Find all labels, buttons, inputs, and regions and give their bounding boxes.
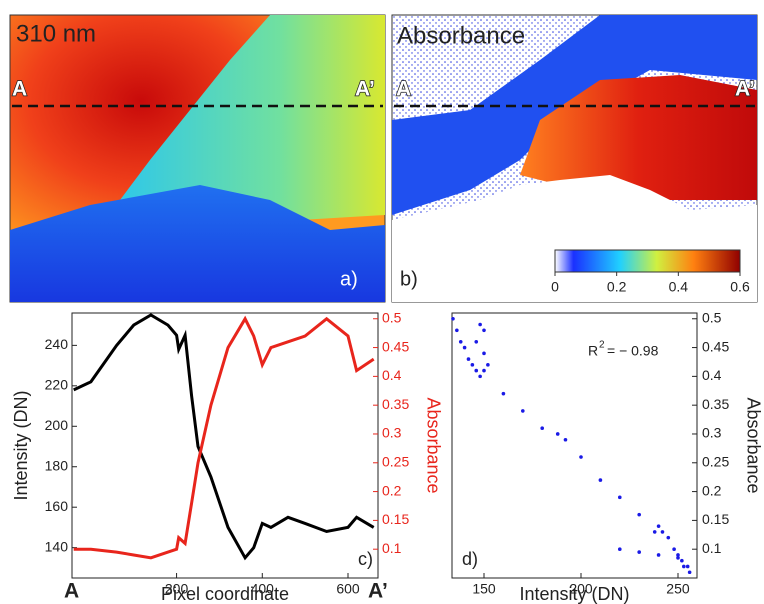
point — [466, 357, 471, 361]
point — [540, 426, 545, 431]
panel-label: b) — [400, 268, 418, 290]
colorbar-tick-label: 0.6 — [730, 279, 750, 295]
x-tick-label: 600 — [336, 581, 360, 597]
point — [482, 351, 486, 356]
x-tick-label: 200 — [569, 581, 593, 597]
x-tick-label: 250 — [666, 581, 690, 597]
y2-axis-label: Absorbance — [423, 397, 443, 493]
x-tick-label: 400 — [251, 581, 275, 597]
end-label: A’ — [735, 78, 755, 101]
plot-frame — [71, 312, 379, 579]
point — [682, 564, 686, 569]
point — [563, 437, 568, 442]
y2-tick-label: 0.45 — [382, 338, 409, 354]
point — [676, 556, 680, 560]
point — [470, 363, 475, 367]
point — [660, 530, 665, 534]
x-axis-label: Intensity (DN) — [519, 584, 629, 604]
y-tick-label: 160 — [45, 498, 69, 514]
point — [474, 368, 479, 373]
x-axis-label: Pixel coordinate — [161, 584, 289, 604]
plot-frame — [451, 312, 698, 579]
data-line — [73, 313, 375, 561]
y-tick-label: 0.45 — [702, 338, 729, 354]
point — [478, 374, 482, 379]
point — [676, 553, 680, 557]
point — [656, 524, 661, 528]
point — [637, 512, 641, 517]
panel-a-image — [9, 14, 386, 303]
y-tick-label: 0.2 — [702, 482, 722, 498]
point — [455, 328, 459, 333]
image-title: Absorbance — [397, 22, 525, 49]
y-tick-label: 0.1 — [702, 540, 722, 556]
end-label: A’ — [368, 580, 388, 603]
y-tick-label: 0.3 — [702, 425, 722, 441]
point — [474, 340, 479, 344]
point — [672, 547, 676, 551]
point — [666, 535, 671, 540]
y2-tick-label: 0.4 — [382, 367, 402, 383]
y-tick-label: 140 — [45, 538, 69, 554]
y-tick-label: 180 — [45, 457, 69, 473]
annotation-sup: 2 — [599, 340, 605, 351]
point — [652, 530, 657, 534]
point — [637, 550, 641, 554]
point — [656, 553, 661, 557]
point — [482, 368, 486, 373]
colorbar — [554, 249, 741, 273]
y2-tick-label: 0.3 — [382, 425, 402, 441]
point — [521, 409, 525, 413]
point — [579, 455, 583, 459]
y-axis-label: Intensity (DN) — [11, 390, 31, 500]
y-tick-label: 240 — [45, 336, 69, 352]
y-tick-label: 0.5 — [702, 309, 722, 325]
y2-tick-label: 0.5 — [382, 309, 402, 325]
colorbar-tick-label: 0.4 — [669, 279, 689, 295]
y-tick-label: 220 — [45, 377, 69, 393]
point — [598, 478, 603, 482]
x-tick-label: 150 — [472, 581, 496, 597]
point — [685, 564, 690, 569]
y2-tick-label: 0.15 — [382, 511, 409, 527]
point — [478, 322, 482, 327]
colorbar-tick-label: 0 — [551, 279, 559, 295]
panel-label: d) — [462, 549, 478, 569]
annotation-base: R — [588, 343, 598, 359]
start-label: A — [12, 78, 27, 101]
panel-label: c) — [358, 549, 373, 569]
point — [617, 547, 622, 551]
y2-tick-label: 0.2 — [382, 482, 402, 498]
point — [458, 340, 463, 344]
colorbar-tick-label: 0.2 — [607, 279, 627, 295]
y-tick-label: 200 — [45, 417, 69, 433]
y2-tick-label: 0.35 — [382, 396, 409, 412]
x-tick-label: 200 — [165, 581, 189, 597]
y-tick-label: 0.35 — [702, 396, 729, 412]
start-label: A — [64, 580, 79, 603]
y-tick-label: 0.15 — [702, 511, 729, 527]
point — [451, 316, 455, 321]
point — [687, 570, 692, 575]
point — [680, 558, 684, 563]
point — [486, 363, 490, 367]
point — [617, 495, 622, 500]
start-label: A — [396, 78, 411, 101]
panel-label: a) — [340, 268, 358, 290]
y-tick-label: 0.4 — [702, 367, 722, 383]
point — [555, 432, 560, 436]
wavelength-label: 310 nm — [16, 20, 96, 47]
point — [501, 391, 506, 396]
end-label: A’ — [355, 78, 375, 101]
y2-tick-label: 0.1 — [382, 540, 402, 556]
y2-tick-label: 0.25 — [382, 453, 409, 469]
point — [462, 345, 467, 350]
y-axis-label: Absorbance — [743, 397, 763, 493]
y-tick-label: 0.25 — [702, 453, 729, 469]
point — [482, 328, 486, 333]
annotation-text: = − 0.98 — [607, 343, 659, 359]
data-line — [73, 315, 375, 560]
